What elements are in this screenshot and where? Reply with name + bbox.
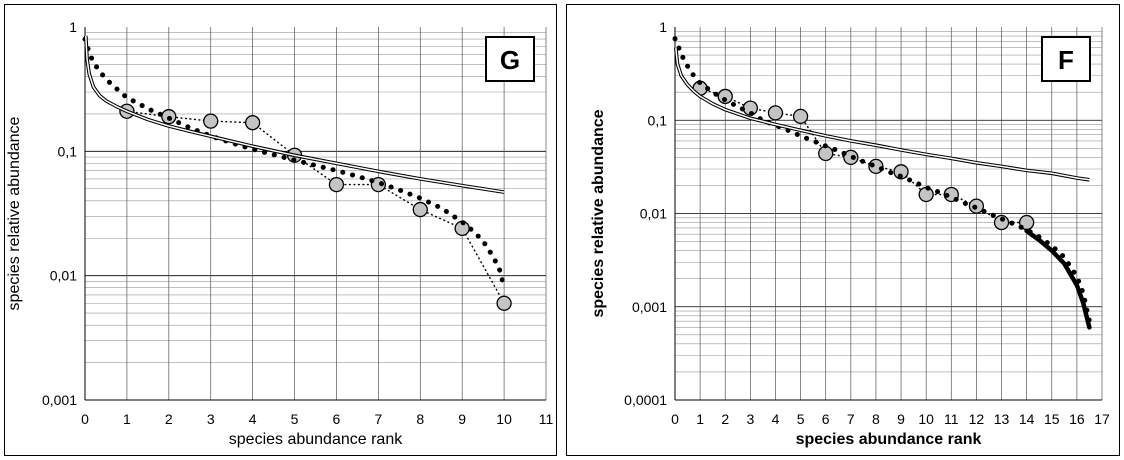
observed-data-point — [792, 108, 809, 125]
x-tick-label: 1 — [123, 411, 131, 427]
fitted-dotted-curve — [672, 36, 1092, 324]
model-curve-inner — [85, 35, 505, 193]
x-tick-label: 6 — [333, 411, 341, 427]
x-tick-label: 1 — [696, 411, 704, 427]
x-tick-label: 13 — [994, 411, 1010, 427]
y-tick-label: 0,01 — [50, 268, 77, 284]
y-tick-label: 1 — [69, 19, 77, 35]
observed-data-point — [412, 201, 428, 218]
x-axis-label: species abundance rank — [796, 431, 982, 448]
x-tick-label: 15 — [1044, 411, 1060, 427]
x-tick-label: 6 — [822, 411, 830, 427]
y-tick-label: 1 — [659, 19, 667, 35]
observed-data-point — [496, 295, 512, 311]
chart-panel-g: 0 1 2 3 4 5 6 7 8 9 10 11 0,001 0,01 0,1 1 species abund… — [4, 4, 557, 456]
grid — [85, 27, 547, 401]
x-tick-label: 8 — [872, 411, 880, 427]
y-tick-label: 0,1 — [58, 143, 78, 159]
x-tick-label: 10 — [496, 411, 512, 427]
x-tick-label: 3 — [746, 411, 754, 427]
x-tick-label: 2 — [165, 411, 173, 427]
y-tick-label: 0,001 — [42, 392, 77, 408]
x-tick-label: 8 — [416, 411, 424, 427]
chart-panel-f: 0 1 2 3 4 5 6 7 8 9 10 11 12 13 14 15 16 17 0,0001 0,001 0,0… — [566, 4, 1120, 456]
observed-data-point — [717, 88, 733, 105]
y-tick-label: 0,001 — [632, 299, 667, 315]
x-tick-label: 16 — [1069, 411, 1085, 427]
y-tick-label: 0,0001 — [624, 392, 667, 408]
x-tick-label: 0 — [671, 411, 679, 427]
fitted-dotted-curve — [82, 36, 507, 291]
x-tick-label: 7 — [847, 411, 855, 427]
observed-data-point — [767, 105, 784, 121]
x-tick-label: 4 — [772, 411, 780, 427]
x-tick-label: 14 — [1019, 411, 1035, 427]
x-tick-label: 9 — [897, 411, 905, 427]
x-tick-label: 17 — [1094, 411, 1110, 427]
observed-data-point — [203, 113, 219, 129]
observed-connector-line — [126, 110, 505, 304]
panel-label-box — [1041, 36, 1091, 82]
observed-data-point — [893, 164, 909, 180]
x-tick-label: 2 — [721, 411, 729, 427]
chart-g-svg: 0 1 2 3 4 5 6 7 8 9 10 11 0,001 0,01 0,1 1 species abund… — [6, 19, 554, 448]
x-tick-label: 5 — [797, 411, 805, 427]
chart-f-svg: 0 1 2 3 4 5 6 7 8 9 10 11 12 13 14 15 16 170,00010,0010,0… — [590, 19, 1110, 448]
y-axis-label: species relative abundance — [6, 116, 23, 310]
y-tick-label: 0,01 — [640, 206, 667, 222]
observed-data-point — [244, 115, 261, 131]
x-tick-label: 11 — [539, 411, 554, 427]
x-tick-label: 7 — [374, 411, 382, 427]
x-tick-label: 0 — [81, 411, 89, 427]
observed-data-point — [328, 176, 345, 193]
x-tick-label: 11 — [944, 411, 959, 427]
fitted-thick-curve — [1024, 228, 1092, 330]
observed-data-point — [818, 145, 834, 162]
x-tick-label: 12 — [969, 411, 985, 427]
x-tick-label: 4 — [249, 411, 257, 427]
observed-data-point — [370, 176, 387, 193]
panel-label: G — [500, 45, 520, 75]
panel-label: F — [1058, 45, 1074, 75]
x-axis-label: species abundance rank — [229, 431, 403, 448]
grid — [675, 27, 1103, 401]
panel-label-box — [485, 36, 535, 82]
y-axis-label: species relative abundance — [590, 109, 607, 317]
model-curve-inner — [675, 47, 1090, 181]
y-tick-label: 0,1 — [648, 112, 668, 128]
x-tick-label: 10 — [918, 411, 934, 427]
x-tick-label: 9 — [458, 411, 466, 427]
x-tick-label: 3 — [207, 411, 215, 427]
x-tick-label: 5 — [291, 411, 299, 427]
